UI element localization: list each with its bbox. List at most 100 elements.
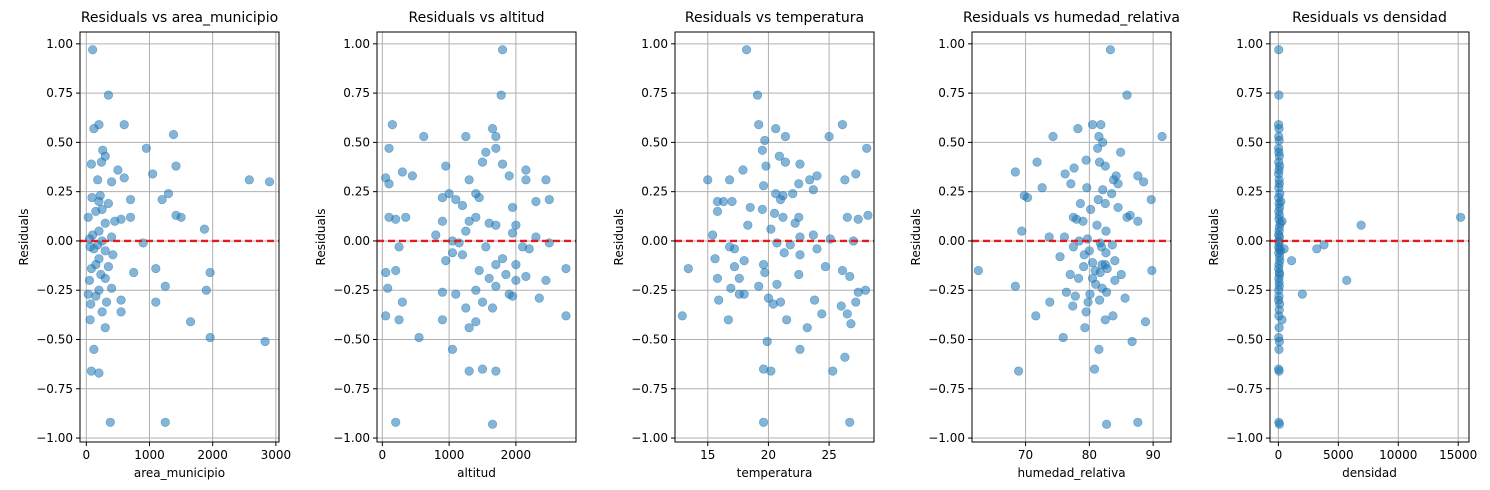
scatter-point <box>757 204 767 215</box>
scatter-point <box>714 295 724 305</box>
scatter-point <box>157 194 167 205</box>
scatter-point <box>1113 179 1123 189</box>
scatter-point <box>103 261 114 272</box>
scatter-point <box>113 165 123 175</box>
x-tick-label: 0 <box>82 448 90 462</box>
scatter-point <box>444 189 454 199</box>
scatter-point <box>1061 287 1071 297</box>
scatter-point <box>561 311 571 321</box>
scatter-point <box>264 177 275 187</box>
scatter-point <box>437 216 448 226</box>
scatter-point <box>845 271 855 282</box>
scatter-point <box>86 299 96 309</box>
scatter-point <box>1066 179 1076 189</box>
scatter-point <box>1094 344 1104 354</box>
scatter-point <box>1022 192 1033 203</box>
y-tick-label: 1.00 <box>938 37 965 51</box>
scatter-point <box>840 175 850 185</box>
axes-frame <box>1269 31 1470 443</box>
scatter-point <box>244 175 254 185</box>
scatter-point <box>677 311 687 321</box>
scatter-point <box>461 303 471 313</box>
scatter-point <box>741 45 752 55</box>
scatter-point <box>103 90 114 100</box>
scatter-point <box>93 175 103 185</box>
x-tick-label: 1000 <box>434 448 465 462</box>
scatter-point <box>100 218 110 228</box>
x-tick-label: 0 <box>1275 448 1283 462</box>
scatter-point <box>431 230 441 240</box>
scatter-point <box>437 315 448 325</box>
y-axis-label: Residuals <box>1207 209 1221 266</box>
x-tick-label: 15 <box>700 448 715 462</box>
scatter-point <box>734 273 744 283</box>
scatter-point <box>471 212 481 222</box>
scatter-point <box>100 273 110 283</box>
scatter-point <box>477 297 488 307</box>
scatter-point <box>541 175 551 185</box>
scatter-point <box>1100 161 1110 171</box>
scatter-point <box>817 309 827 319</box>
scatter-point <box>481 147 491 157</box>
subplot-title: Residuals vs humedad_relativa <box>963 10 1180 26</box>
scatter-point <box>1098 137 1108 147</box>
y-tick-label: 0.25 <box>343 185 370 199</box>
y-tick-label: 0.75 <box>938 86 965 100</box>
scatter-point <box>1312 244 1322 254</box>
y-tick-label: −0.75 <box>36 382 73 396</box>
y-tick-label: −1.00 <box>1226 431 1263 445</box>
scatter-point <box>812 171 822 181</box>
scatter-point <box>106 177 117 187</box>
scatter-point <box>1079 250 1089 260</box>
scatter-point <box>812 244 822 254</box>
scatter-point <box>1110 275 1120 285</box>
scatter-point <box>1058 332 1068 343</box>
y-axis-label: Residuals <box>17 209 31 266</box>
scatter-point <box>106 232 117 242</box>
scatter-point <box>1107 189 1117 199</box>
scatter-point <box>788 189 798 199</box>
scatter-point <box>712 196 723 207</box>
scatter-point <box>1098 185 1108 195</box>
scatter-point <box>1082 183 1092 193</box>
scatter-point <box>84 275 95 285</box>
scatter-point <box>1072 214 1082 224</box>
scatter-point <box>1456 212 1466 222</box>
scatter-point <box>762 336 772 347</box>
scatter-point <box>397 297 407 307</box>
scatter-point <box>1081 307 1091 317</box>
scatter-point <box>119 120 129 130</box>
y-tick-label: 0.75 <box>343 86 370 100</box>
y-tick-label: 0.50 <box>1236 135 1263 149</box>
scatter-point <box>853 214 863 224</box>
scatter-point <box>100 323 110 333</box>
subplot-4: 70 80 90 −1.00 −0.75 −0.50 −0.25 0.00 0.25 0.50 0.… <box>909 10 1180 480</box>
scatter-point <box>1010 281 1020 291</box>
scatter-point <box>808 230 818 240</box>
y-tick-label: 1.00 <box>641 37 668 51</box>
scatter-point <box>151 297 161 307</box>
y-tick-label: −0.50 <box>928 333 965 347</box>
scatter-point <box>125 212 136 222</box>
y-tick-label: 0.00 <box>343 234 370 248</box>
scatter-point <box>110 216 120 226</box>
y-tick-label: −0.50 <box>333 333 370 347</box>
x-axis-label: humedad_relativa <box>1017 466 1125 480</box>
scatter-point <box>105 417 115 427</box>
scatter-point <box>778 212 788 222</box>
scatter-point <box>1096 120 1106 130</box>
scatter-point <box>758 181 769 191</box>
scatter-point <box>1146 194 1156 205</box>
y-axis-label: Residuals <box>612 209 626 266</box>
axes-frame <box>674 31 875 443</box>
scatter-point <box>1080 323 1090 333</box>
scatter-point <box>464 323 474 333</box>
scatter-point <box>729 261 740 272</box>
subplot-title: Residuals vs area_municipio <box>81 10 278 26</box>
scatter-point <box>805 175 815 185</box>
scatter-point <box>1274 123 1284 134</box>
scatter-point <box>851 297 861 307</box>
scatter-point <box>1274 323 1284 333</box>
scatter-point <box>1125 210 1135 220</box>
